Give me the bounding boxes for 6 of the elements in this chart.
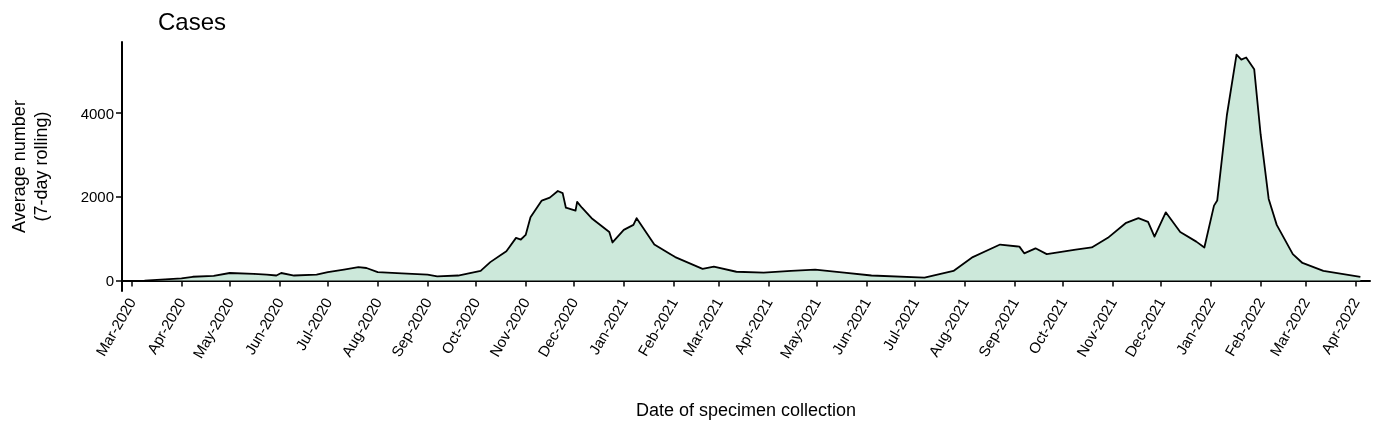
y-tick-label: 0 xyxy=(105,272,114,290)
y-axis-title: Average number (7-day rolling) xyxy=(9,100,51,233)
y-tick-label: 4000 xyxy=(80,104,114,122)
x-axis-title: Date of specimen collection xyxy=(635,400,857,420)
chart-title: Cases xyxy=(158,7,227,35)
y-tick-label: 2000 xyxy=(80,188,114,206)
